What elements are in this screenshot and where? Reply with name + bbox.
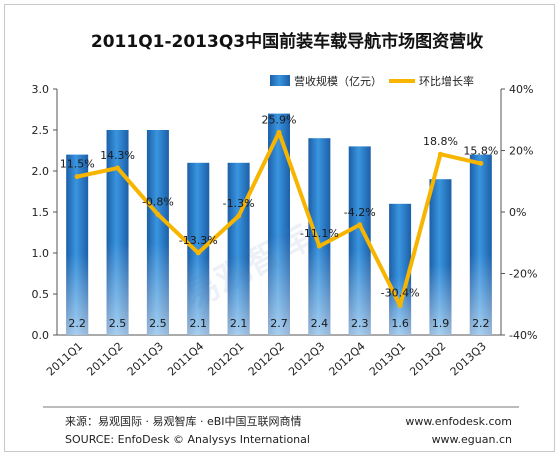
chart-title: 2011Q1-2013Q3中国前装车载导航市场图资营收 [91,31,483,52]
revenue-bar-label: 2.1 [230,317,248,330]
revenue-bar-shade [469,154,492,335]
revenue-bar-label: 2.7 [270,317,288,330]
bars [66,113,492,335]
growth-rate-label: 14.3% [100,149,135,162]
chart-svg: 2011Q1-2013Q3中国前装车载导航市场图资营收 营收规模（亿元） 环比增… [32,31,538,446]
x-tick-label: 2013Q3 [448,340,489,379]
revenue-bar-shade [389,203,412,335]
source-en: SOURCE: EnfoDesk © Analysys Internationa… [65,433,310,446]
y-tick-label-left: 2.5 [32,124,50,137]
growth-rate-label: -1.3% [223,197,255,210]
axes: 0.0 0.5 1.0 1.5 2.0 2.5 3.0 -40% -20% 0% 20% 40% [32,83,538,342]
growth-rate-label: -30.4% [381,286,420,299]
revenue-bar-shade [268,113,290,335]
x-tick-label: 2011Q3 [125,340,166,379]
y-tick-label-left: 0.5 [32,288,50,301]
revenue-bar-label: 2.1 [190,317,208,330]
growth-rate-point [276,129,282,135]
revenue-bar-shade [146,130,169,335]
y-tick-label-right: 40% [509,83,533,96]
bar-labels: 2.2 2.5 2.5 2.1 2.1 2.7 2.4 2.3 1.6 1.9 2.2 [68,317,489,330]
url-eguan: www.eguan.cn [432,433,512,446]
x-tick-label: 2011Q1 [44,340,85,379]
growth-rate-point [155,211,161,217]
growth-rate-point [74,174,80,180]
y-tick-label-left: 1.5 [32,206,50,219]
revenue-bar-label: 2.5 [149,317,167,330]
growth-rate-point [316,243,322,249]
revenue-bar-label: 2.3 [351,317,369,330]
growth-rate-label: -13.3% [179,234,218,247]
y-tick-label-left: 0.0 [32,329,50,342]
x-tick-labels: 2011Q1 2011Q2 2011Q3 2011Q4 2012Q1 2012Q2 2012… [44,340,489,379]
revenue-bar-shade [187,162,210,335]
growth-rate-point [397,302,403,308]
revenue-bar-shade [308,138,331,335]
revenue-bar-label: 2.4 [311,317,329,330]
y-tick-label-right: 20% [509,145,533,158]
legend-swatch-revenue [270,75,290,86]
revenue-bar-label: 2.2 [68,317,86,330]
growth-rate-label: 11.5% [60,158,95,171]
growth-rate-label: -11.1% [300,227,339,240]
legend-label-growth: 环比增长率 [419,74,474,88]
x-tick-label: 2012Q2 [246,340,287,379]
growth-rate-point [437,151,443,157]
url-enfodesk: www.enfodesk.com [405,415,512,428]
growth-rate-point [236,213,242,219]
revenue-bar-shade [348,146,371,335]
x-tick-label: 2012Q1 [206,340,247,379]
y-tick-label-right: -20% [509,268,537,281]
growth-rate-label: 18.8% [423,135,458,148]
y-tick-label-left: 3.0 [32,83,50,96]
growth-rate-label: 25.9% [262,113,297,126]
x-tick-label: 2012Q4 [327,340,368,379]
growth-rate-label: -0.8% [142,195,174,208]
source-cn: 来源：易观国际 · 易观智库 · eBI中国互联网商情 [65,414,302,428]
growth-line-layer [74,129,484,308]
growth-rate-label: -4.2% [344,206,376,219]
x-tick-label: 2011Q2 [84,340,125,379]
growth-rate-point [357,222,363,228]
y-tick-label-left: 1.0 [32,247,50,260]
x-tick-label: 2011Q4 [165,340,206,379]
revenue-bar-label: 2.5 [109,317,127,330]
legend: 营收规模（亿元） 环比增长率 [270,74,474,88]
revenue-bar-label: 2.2 [472,317,490,330]
x-tick-label: 2013Q2 [407,340,448,379]
chart-frame: 2011Q1-2013Q3中国前装车载导航市场图资营收 营收规模（亿元） 环比增… [4,4,555,452]
y-tick-label-right: 0% [509,206,526,219]
revenue-bar-shade [429,179,452,335]
revenue-bar-label: 1.6 [391,317,409,330]
growth-rate-point [478,160,484,166]
x-tick-label: 2013Q1 [367,340,408,379]
revenue-bar-label: 1.9 [432,317,450,330]
y-tick-label-left: 2.0 [32,165,50,178]
growth-rate-point [115,165,121,171]
growth-rate-label: 15.8% [463,144,498,157]
x-tick-label: 2012Q3 [286,340,327,379]
y-tick-label-right: -40% [509,329,537,342]
rate-labels: 11.5% 14.3% -0.8% -13.3% -1.3% 25.9% -11.1% -4.… [60,113,499,299]
legend-label-revenue: 营收规模（亿元） [294,74,382,88]
revenue-bar-shade [66,154,89,335]
growth-rate-point [195,250,201,256]
revenue-bar-shade [106,130,129,335]
